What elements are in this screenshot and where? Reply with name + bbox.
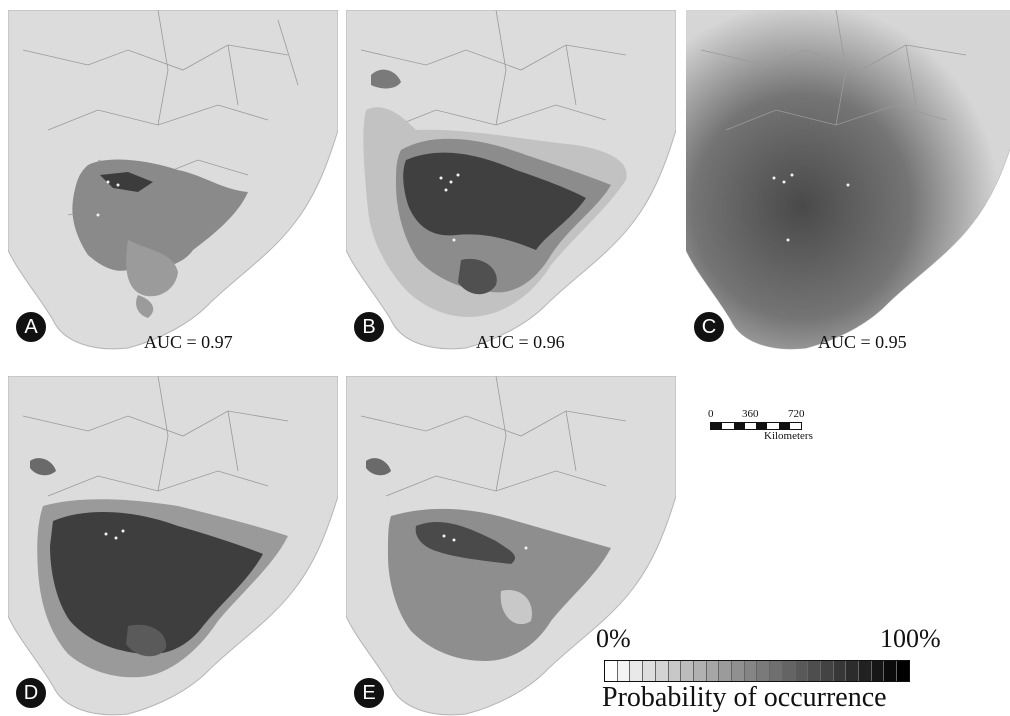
legend-title: Probability of occurrence	[602, 682, 887, 713]
legend-step	[643, 661, 656, 681]
map-panel-b: B AUC = 0.96	[346, 10, 676, 350]
map-panel-c: C AUC = 0.95	[686, 10, 1010, 350]
map-panel-d: D	[8, 376, 338, 716]
scale-tick-0: 0	[708, 408, 714, 420]
legend-step	[820, 661, 834, 681]
legend-step	[744, 661, 758, 681]
map-panel-a: A AUC = 0.97	[8, 10, 338, 350]
legend-step	[706, 661, 720, 681]
legend-step	[605, 661, 618, 681]
legend-step	[668, 661, 682, 681]
legend-step	[846, 661, 860, 681]
auc-label-b: AUC = 0.96	[476, 332, 565, 350]
map-c	[686, 10, 1010, 350]
scale-unit: Kilometers	[764, 430, 813, 442]
legend-step	[782, 661, 796, 681]
map-b	[346, 10, 676, 350]
legend-step	[770, 661, 783, 681]
legend-step	[617, 661, 631, 681]
map-e	[346, 376, 676, 716]
auc-label-c: AUC = 0.95	[818, 332, 907, 350]
legend-step	[681, 661, 694, 681]
map-panel-e: E	[346, 376, 676, 716]
legend-step	[859, 661, 872, 681]
legend-step	[693, 661, 707, 681]
legend-step	[630, 661, 644, 681]
legend-step	[757, 661, 771, 681]
legend-step	[871, 661, 885, 681]
legend-step	[655, 661, 669, 681]
scale-bar: 0 360 720 Kilometers	[708, 408, 858, 448]
panel-letter-d: D	[14, 676, 48, 710]
panel-letter-c: C	[692, 310, 726, 344]
map-a	[8, 10, 338, 350]
panel-letter-a: A	[14, 310, 48, 344]
legend-min-label: 0%	[596, 624, 631, 653]
scale-tick-360: 360	[742, 408, 759, 420]
panel-letter-e: E	[352, 676, 386, 710]
scale-bar-graphic	[710, 422, 802, 430]
legend-step	[732, 661, 745, 681]
panel-letter-b: B	[352, 310, 386, 344]
scale-tick-720: 720	[788, 408, 805, 420]
map-d	[8, 376, 338, 716]
legend-step	[719, 661, 733, 681]
legend-color-ramp	[604, 660, 910, 682]
legend-step	[795, 661, 809, 681]
auc-label-a: AUC = 0.97	[144, 332, 233, 350]
legend-step	[897, 661, 909, 681]
legend-step	[833, 661, 847, 681]
legend-step	[808, 661, 821, 681]
legend-step	[884, 661, 898, 681]
legend-max-label: 100%	[880, 624, 941, 653]
